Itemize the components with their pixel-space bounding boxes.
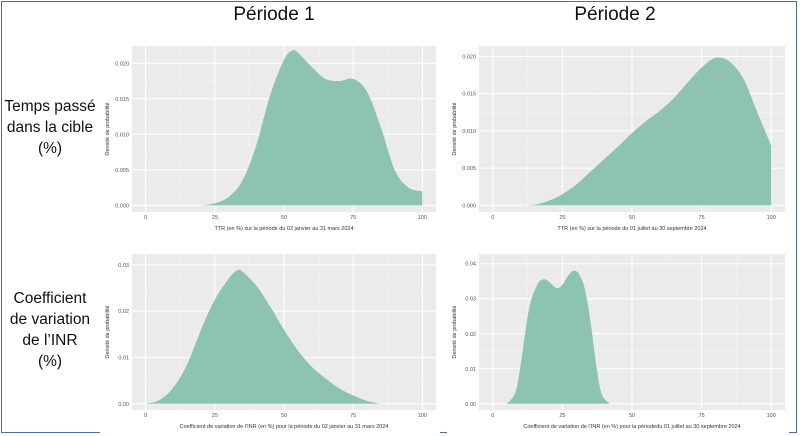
y-tick-label: 0.03 <box>118 263 129 269</box>
y-axis-label: Densité de probabilité <box>452 102 458 155</box>
y-tick-label: 0.020 <box>115 61 129 67</box>
x-tick-label: 50 <box>281 413 287 419</box>
row-label-cv-line-3: de l’INR <box>22 332 78 349</box>
row-label-cv-line-4: (%) <box>37 353 63 370</box>
y-tick-label: 0.005 <box>462 166 476 172</box>
row-label-ttr: Temps passé dans la cible (%) <box>0 96 100 159</box>
y-tick-label: 0.010 <box>462 129 476 135</box>
chart-cv-periode-2: 0 25 50 75 100 0.00 0.01 0.02 0.03 0.04 Coefficien… <box>447 248 789 434</box>
y-tick-label: 0.015 <box>115 97 129 103</box>
x-tick-label: 0 <box>491 215 494 221</box>
x-axis-label: Coefficient de variation de l’INR (en %)… <box>180 424 389 430</box>
density-area <box>506 270 610 404</box>
column-title-periode-1: Période 1 <box>233 4 315 25</box>
y-tick-label: 0.000 <box>462 203 476 209</box>
x-tick-label: 25 <box>559 215 565 221</box>
row-label-ttr-line-3: (%) <box>37 140 63 157</box>
y-axis-label: Densité de probabilité <box>105 305 111 358</box>
chart-ttr-periode-2-svg: 0 25 50 75 100 0.000 0.005 0.010 0.015 0.020 TTR (… <box>452 46 785 232</box>
x-tick-label: 0 <box>144 413 147 419</box>
x-tick-label: 75 <box>350 215 356 221</box>
y-tick-label: 0.00 <box>118 402 129 408</box>
x-axis-label: TTR (en %) sur la période du 01 juillet … <box>557 226 706 232</box>
density-area <box>520 57 772 206</box>
chart-ttr-periode-2: 0 25 50 75 100 0.000 0.005 0.010 0.015 0.020 TTR (… <box>447 40 789 236</box>
x-tick-label: 75 <box>699 215 705 221</box>
chart-cv-periode-1-svg: 0 25 50 75 100 0.00 0.01 0.02 0.03 Coefficient de… <box>105 254 436 430</box>
x-axis-label: Coefficient de variation de l’INR (en %)… <box>523 424 740 430</box>
y-tick-label: 0.02 <box>118 309 129 315</box>
chart-ttr-periode-1: 0 25 50 75 100 0.000 0.005 0.010 0.015 0.020 TTR (… <box>100 40 440 236</box>
x-tick-label: 75 <box>350 413 356 419</box>
y-tick-label: 0.04 <box>465 262 476 268</box>
x-tick-label: 0 <box>144 215 147 221</box>
chart-cv-periode-1: 0 25 50 75 100 0.00 0.01 0.02 0.03 Coefficient de… <box>100 248 440 434</box>
y-tick-label: 0.000 <box>115 203 129 209</box>
x-tick-label: 25 <box>212 215 218 221</box>
x-tick-label: 100 <box>767 215 776 221</box>
x-tick-label: 50 <box>629 413 635 419</box>
y-tick-label: 0.01 <box>465 367 476 373</box>
column-title-periode-2: Période 2 <box>574 4 656 25</box>
x-tick-label: 100 <box>418 215 427 221</box>
row-label-cv-line-2: de variation <box>9 311 91 328</box>
y-tick-label: 0.020 <box>462 54 476 60</box>
x-tick-label: 25 <box>212 413 218 419</box>
y-tick-label: 0.010 <box>115 132 129 138</box>
x-tick-label: 50 <box>281 215 287 221</box>
y-tick-label: 0.02 <box>465 332 476 338</box>
x-tick-label: 75 <box>699 413 705 419</box>
x-tick-label: 50 <box>629 215 635 221</box>
chart-ttr-periode-1-svg: 0 25 50 75 100 0.000 0.005 0.010 0.015 0.020 TTR (… <box>105 46 436 232</box>
y-tick-label: 0.00 <box>465 402 476 408</box>
x-tick-label: 100 <box>418 413 427 419</box>
row-label-cv-line-1: Coefficient <box>13 290 87 307</box>
density-area <box>145 269 381 404</box>
row-label-ttr-line-2: dans la cible <box>6 119 94 136</box>
row-label-ttr-line-1: Temps passé <box>4 98 96 115</box>
x-tick-label: 100 <box>767 413 776 419</box>
y-axis-label: Densité de probabilité <box>105 102 111 155</box>
x-axis-label: TTR (en %) sur la période du 02 janvier … <box>214 226 353 232</box>
y-axis-label: Densité de probabilité <box>452 305 458 358</box>
x-tick-label: 25 <box>559 413 565 419</box>
y-tick-label: 0.01 <box>118 355 129 361</box>
x-tick-label: 0 <box>491 413 494 419</box>
y-tick-label: 0.005 <box>115 168 129 174</box>
row-label-cv: Coefficient de variation de l’INR (%) <box>0 288 100 372</box>
y-tick-label: 0.015 <box>462 92 476 98</box>
density-area <box>201 49 423 206</box>
chart-cv-periode-2-svg: 0 25 50 75 100 0.00 0.01 0.02 0.03 0.04 Coefficien… <box>452 254 785 430</box>
y-tick-label: 0.03 <box>465 297 476 303</box>
